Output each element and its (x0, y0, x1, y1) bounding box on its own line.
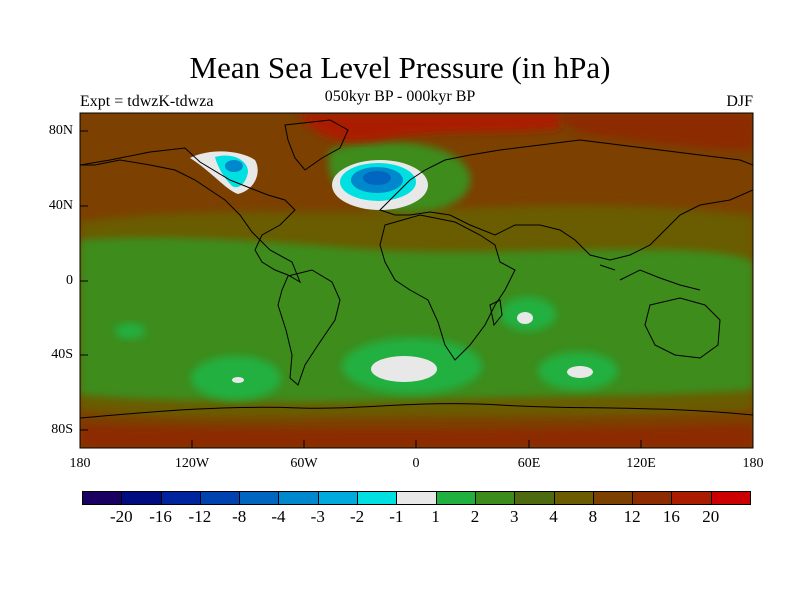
colorbar-label: 12 (623, 507, 641, 526)
colorbar-label: 3 (509, 507, 519, 526)
season-label: DJF (726, 93, 753, 110)
colorbar-swatch (199, 491, 241, 505)
colorbar-swatch (710, 491, 751, 505)
colorbar-label: -1 (389, 507, 404, 526)
field-patch-green-pac (115, 323, 145, 339)
colorbar-swatch (514, 491, 555, 505)
chart-title: Mean Sea Level Pressure (in hPa) (189, 50, 611, 85)
colorbar-swatch (671, 491, 712, 505)
field-layer (80, 113, 753, 448)
coastlines (80, 119, 753, 419)
y-tick-label: 0 (66, 273, 73, 288)
field-core-white-sind (567, 366, 593, 378)
coast-africa (379, 214, 516, 361)
coast-greenland (284, 119, 349, 171)
colorbar-swatch (82, 491, 123, 505)
coast-south-america (277, 269, 341, 386)
colorbar-swatch (239, 491, 280, 505)
field-core-white-wind (517, 312, 533, 324)
colorbar-swatch (121, 491, 162, 505)
coast-north-america (80, 147, 302, 284)
colorbar-label: -12 (188, 507, 212, 526)
colorbar-label: 1 (431, 507, 440, 526)
x-tick-label: 60E (517, 456, 541, 471)
colorbar-label: -4 (271, 507, 286, 526)
field-natl-blue-core (363, 171, 391, 185)
x-tick-label: 0 (412, 456, 420, 471)
colorbar-label: 8 (588, 507, 598, 526)
colorbar-label: 16 (662, 507, 680, 526)
colorbar-label: -3 (310, 507, 325, 526)
coast-antarctica (80, 403, 753, 419)
field-arctic-red (300, 113, 560, 142)
colorbar-swatch (553, 491, 594, 505)
field-core-white-satl (371, 356, 437, 382)
colorbar-swatch (474, 491, 516, 505)
x-tick-label: 180 (69, 456, 91, 471)
y-tick-label: 40N (48, 198, 73, 213)
field-hudson-blue (225, 160, 243, 172)
experiment-label: Expt = tdwzK-tdwza (80, 93, 214, 110)
colorbar-swatch (278, 491, 319, 505)
colorbar-label: -2 (349, 507, 365, 526)
colorbar-swatch (592, 491, 634, 505)
colorbar-label: 2 (470, 507, 480, 526)
field-core-white-sepac (232, 377, 244, 383)
y-tick-label: 40S (51, 347, 73, 362)
coast-maritime (599, 264, 701, 291)
y-tick-label: 80S (51, 422, 73, 437)
x-tick-label: 120E (626, 456, 656, 471)
colorbar-label: 4 (549, 507, 558, 526)
colorbar-swatch (435, 491, 476, 505)
colorbar-swatch (160, 491, 201, 505)
colorbar-swatch (357, 491, 398, 505)
coast-madagascar (489, 299, 503, 327)
colorbar-swatch (632, 491, 673, 505)
x-tick-label: 180 (742, 456, 764, 471)
x-tick-label: 60W (290, 456, 318, 471)
x-tick-label: 120W (174, 456, 210, 471)
coast-eurasia (379, 139, 753, 261)
colorbar-label: 20 (702, 507, 720, 526)
coast-australia (644, 297, 721, 359)
axis-ticks (79, 130, 754, 448)
colorbar-swatch (317, 491, 359, 505)
colorbar-label: -16 (149, 507, 172, 526)
field-siberia-rust (560, 113, 753, 150)
colorbar-label: -8 (232, 507, 247, 526)
chart-subtitle: 050kyr BP - 000kyr BP (324, 88, 476, 105)
colorbar-swatch (396, 491, 437, 505)
colorbar-label: -20 (109, 507, 133, 526)
field-antarctic-rust (80, 425, 753, 448)
y-tick-label: 80N (48, 123, 73, 138)
